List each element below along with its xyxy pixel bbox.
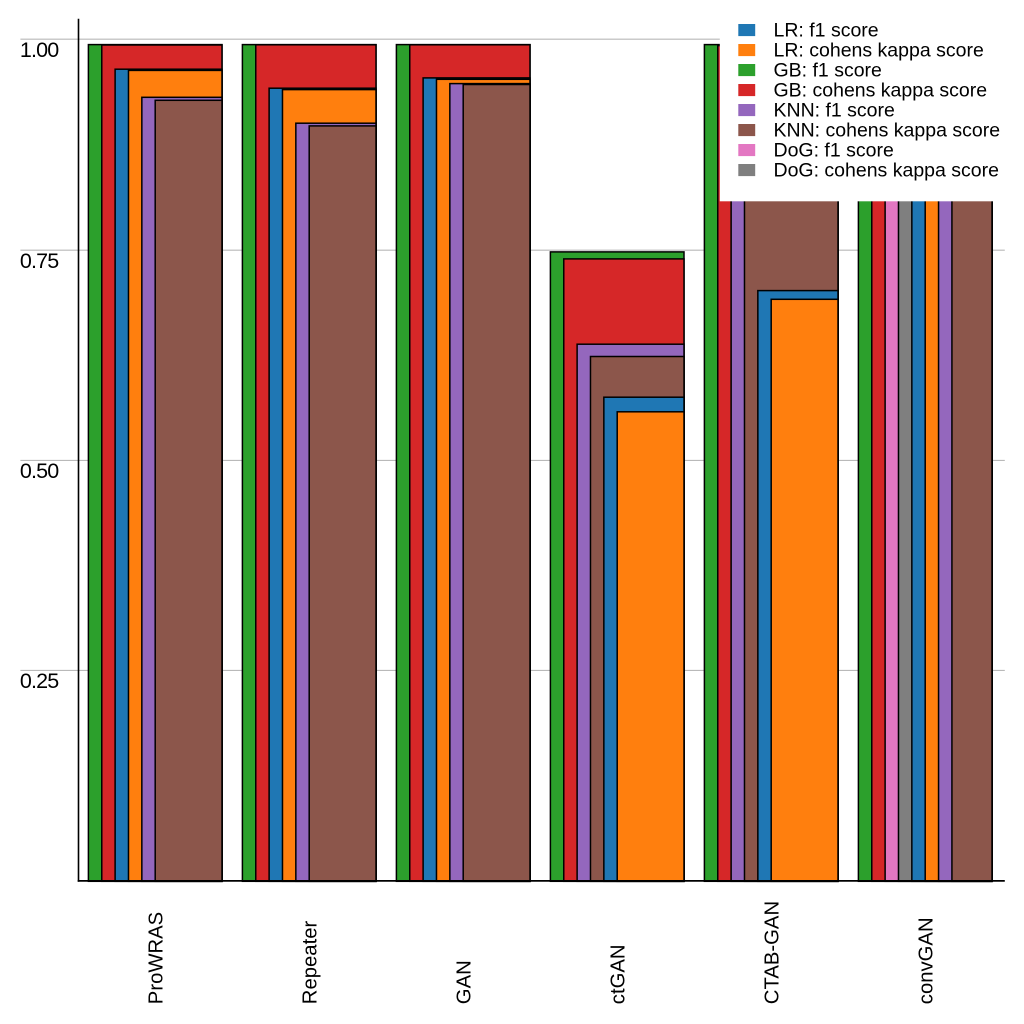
svg-text:DoG: cohens kappa score: DoG: cohens kappa score [774,159,999,181]
svg-text:DoG: f1 score: DoG: f1 score [774,139,894,161]
svg-text:0.25: 0.25 [20,669,59,693]
svg-text:ctGAN: ctGAN [607,944,629,1004]
svg-text:GB: f1 score: GB: f1 score [774,59,882,81]
svg-text:convGAN: convGAN [915,917,937,1004]
svg-text:ProWRAS: ProWRAS [145,912,167,1004]
svg-text:Repeater: Repeater [299,921,321,1005]
svg-text:CTAB-GAN: CTAB-GAN [761,901,783,1004]
svg-text:0.75: 0.75 [20,249,59,273]
svg-text:GAN: GAN [453,960,475,1004]
svg-text:LR: f1 score: LR: f1 score [774,19,879,41]
svg-text:1.00: 1.00 [20,38,59,62]
svg-text:0.50: 0.50 [20,459,59,483]
svg-text:GB: cohens kappa score: GB: cohens kappa score [774,79,988,101]
svg-text:KNN: f1 score: KNN: f1 score [774,99,895,121]
svg-text:KNN: cohens kappa score: KNN: cohens kappa score [774,119,1001,141]
svg-text:LR: cohens kappa score: LR: cohens kappa score [774,39,984,61]
